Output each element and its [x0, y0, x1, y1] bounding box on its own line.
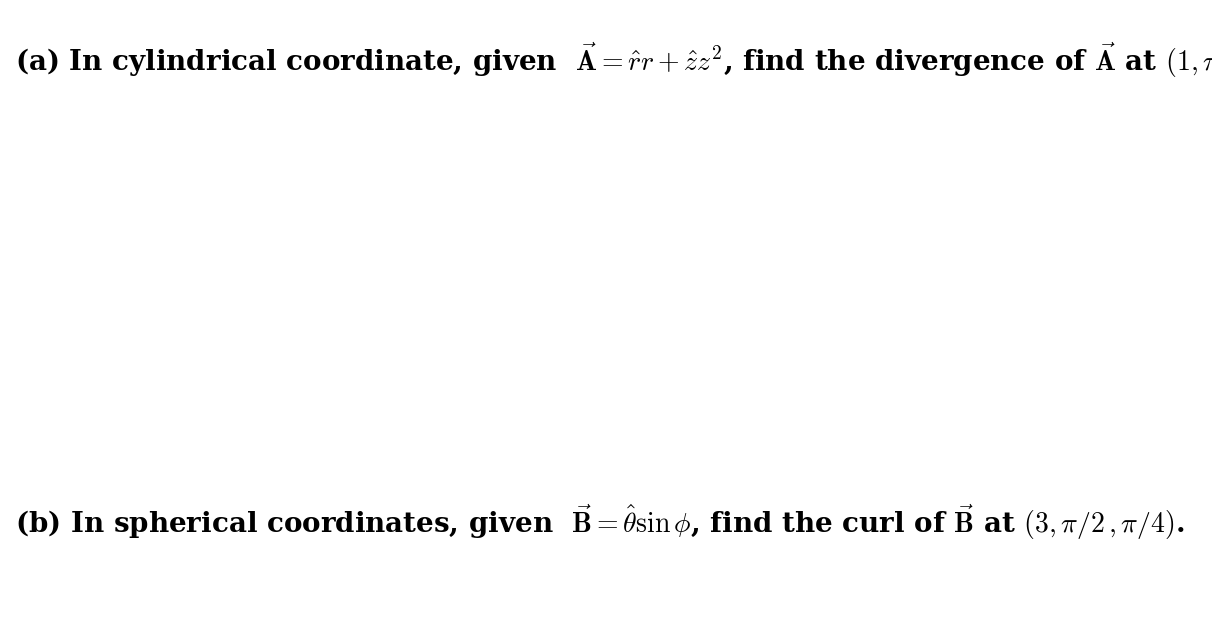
Text: (b) In spherical coordinates, given  $\mathbf{\vec{B}} = \hat{\theta}\sin\phi$, : (b) In spherical coordinates, given $\ma…	[15, 502, 1184, 542]
Text: (a) In cylindrical coordinate, given  $\mathbf{\vec{A}} = \hat{r}r + \hat{z}z^2$: (a) In cylindrical coordinate, given $\m…	[15, 40, 1212, 80]
